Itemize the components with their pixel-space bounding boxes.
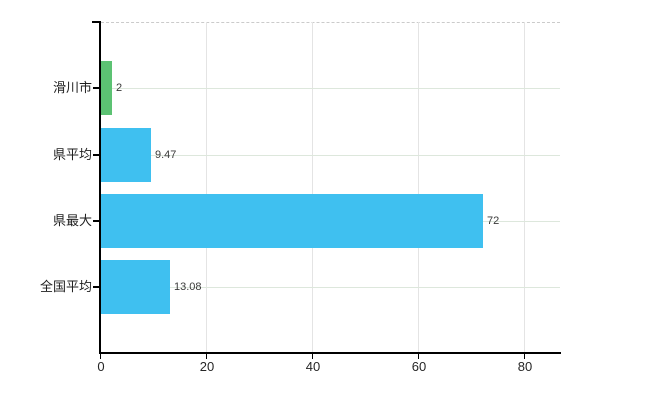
y-axis-label: 全国平均 bbox=[39, 279, 92, 294]
y-axis-label: 県平均 bbox=[52, 147, 92, 162]
x-axis-tick bbox=[418, 354, 419, 359]
x-axis-tick bbox=[100, 354, 101, 359]
x-axis-tick bbox=[312, 354, 313, 359]
horizontal-gridline bbox=[101, 287, 560, 288]
x-axis-tick bbox=[524, 354, 525, 359]
vertical-gridline bbox=[418, 22, 419, 352]
y-axis-line bbox=[99, 22, 101, 354]
vertical-gridline bbox=[524, 22, 525, 352]
bar-pref-max bbox=[101, 194, 483, 248]
bar-pref-average bbox=[101, 128, 151, 182]
x-axis-tick-label: 80 bbox=[517, 359, 533, 374]
y-axis-label: 県最大 bbox=[52, 213, 92, 228]
vertical-gridline bbox=[312, 22, 313, 352]
y-axis-tick bbox=[93, 154, 100, 156]
x-axis-tick bbox=[206, 354, 207, 359]
x-axis-tick-label: 40 bbox=[305, 359, 321, 374]
bar-value-label: 9.47 bbox=[155, 149, 177, 161]
y-axis-tick bbox=[93, 286, 100, 288]
x-axis-tick-label: 60 bbox=[411, 359, 427, 374]
bar-value-label: 2 bbox=[116, 82, 123, 94]
plot-area: 2 9.47 72 13.08 bbox=[101, 22, 560, 352]
horizontal-gridline bbox=[101, 155, 560, 156]
x-axis-tick-label: 20 bbox=[199, 359, 215, 374]
x-axis-tick-label: 0 bbox=[97, 359, 105, 374]
bar-value-label: 13.08 bbox=[174, 281, 202, 293]
bar-national-average bbox=[101, 260, 170, 314]
vertical-gridline bbox=[206, 22, 207, 352]
y-axis-end-tick bbox=[92, 21, 101, 23]
y-axis-label: 滑川市 bbox=[52, 80, 92, 95]
bar-value-label: 72 bbox=[487, 215, 500, 227]
horizontal-gridline bbox=[101, 88, 560, 89]
bar-namerikawa bbox=[101, 61, 112, 115]
y-axis-tick bbox=[93, 87, 100, 89]
y-axis-tick bbox=[93, 220, 100, 222]
x-axis-line bbox=[99, 352, 561, 354]
plot-top-dashed-border bbox=[101, 22, 560, 23]
